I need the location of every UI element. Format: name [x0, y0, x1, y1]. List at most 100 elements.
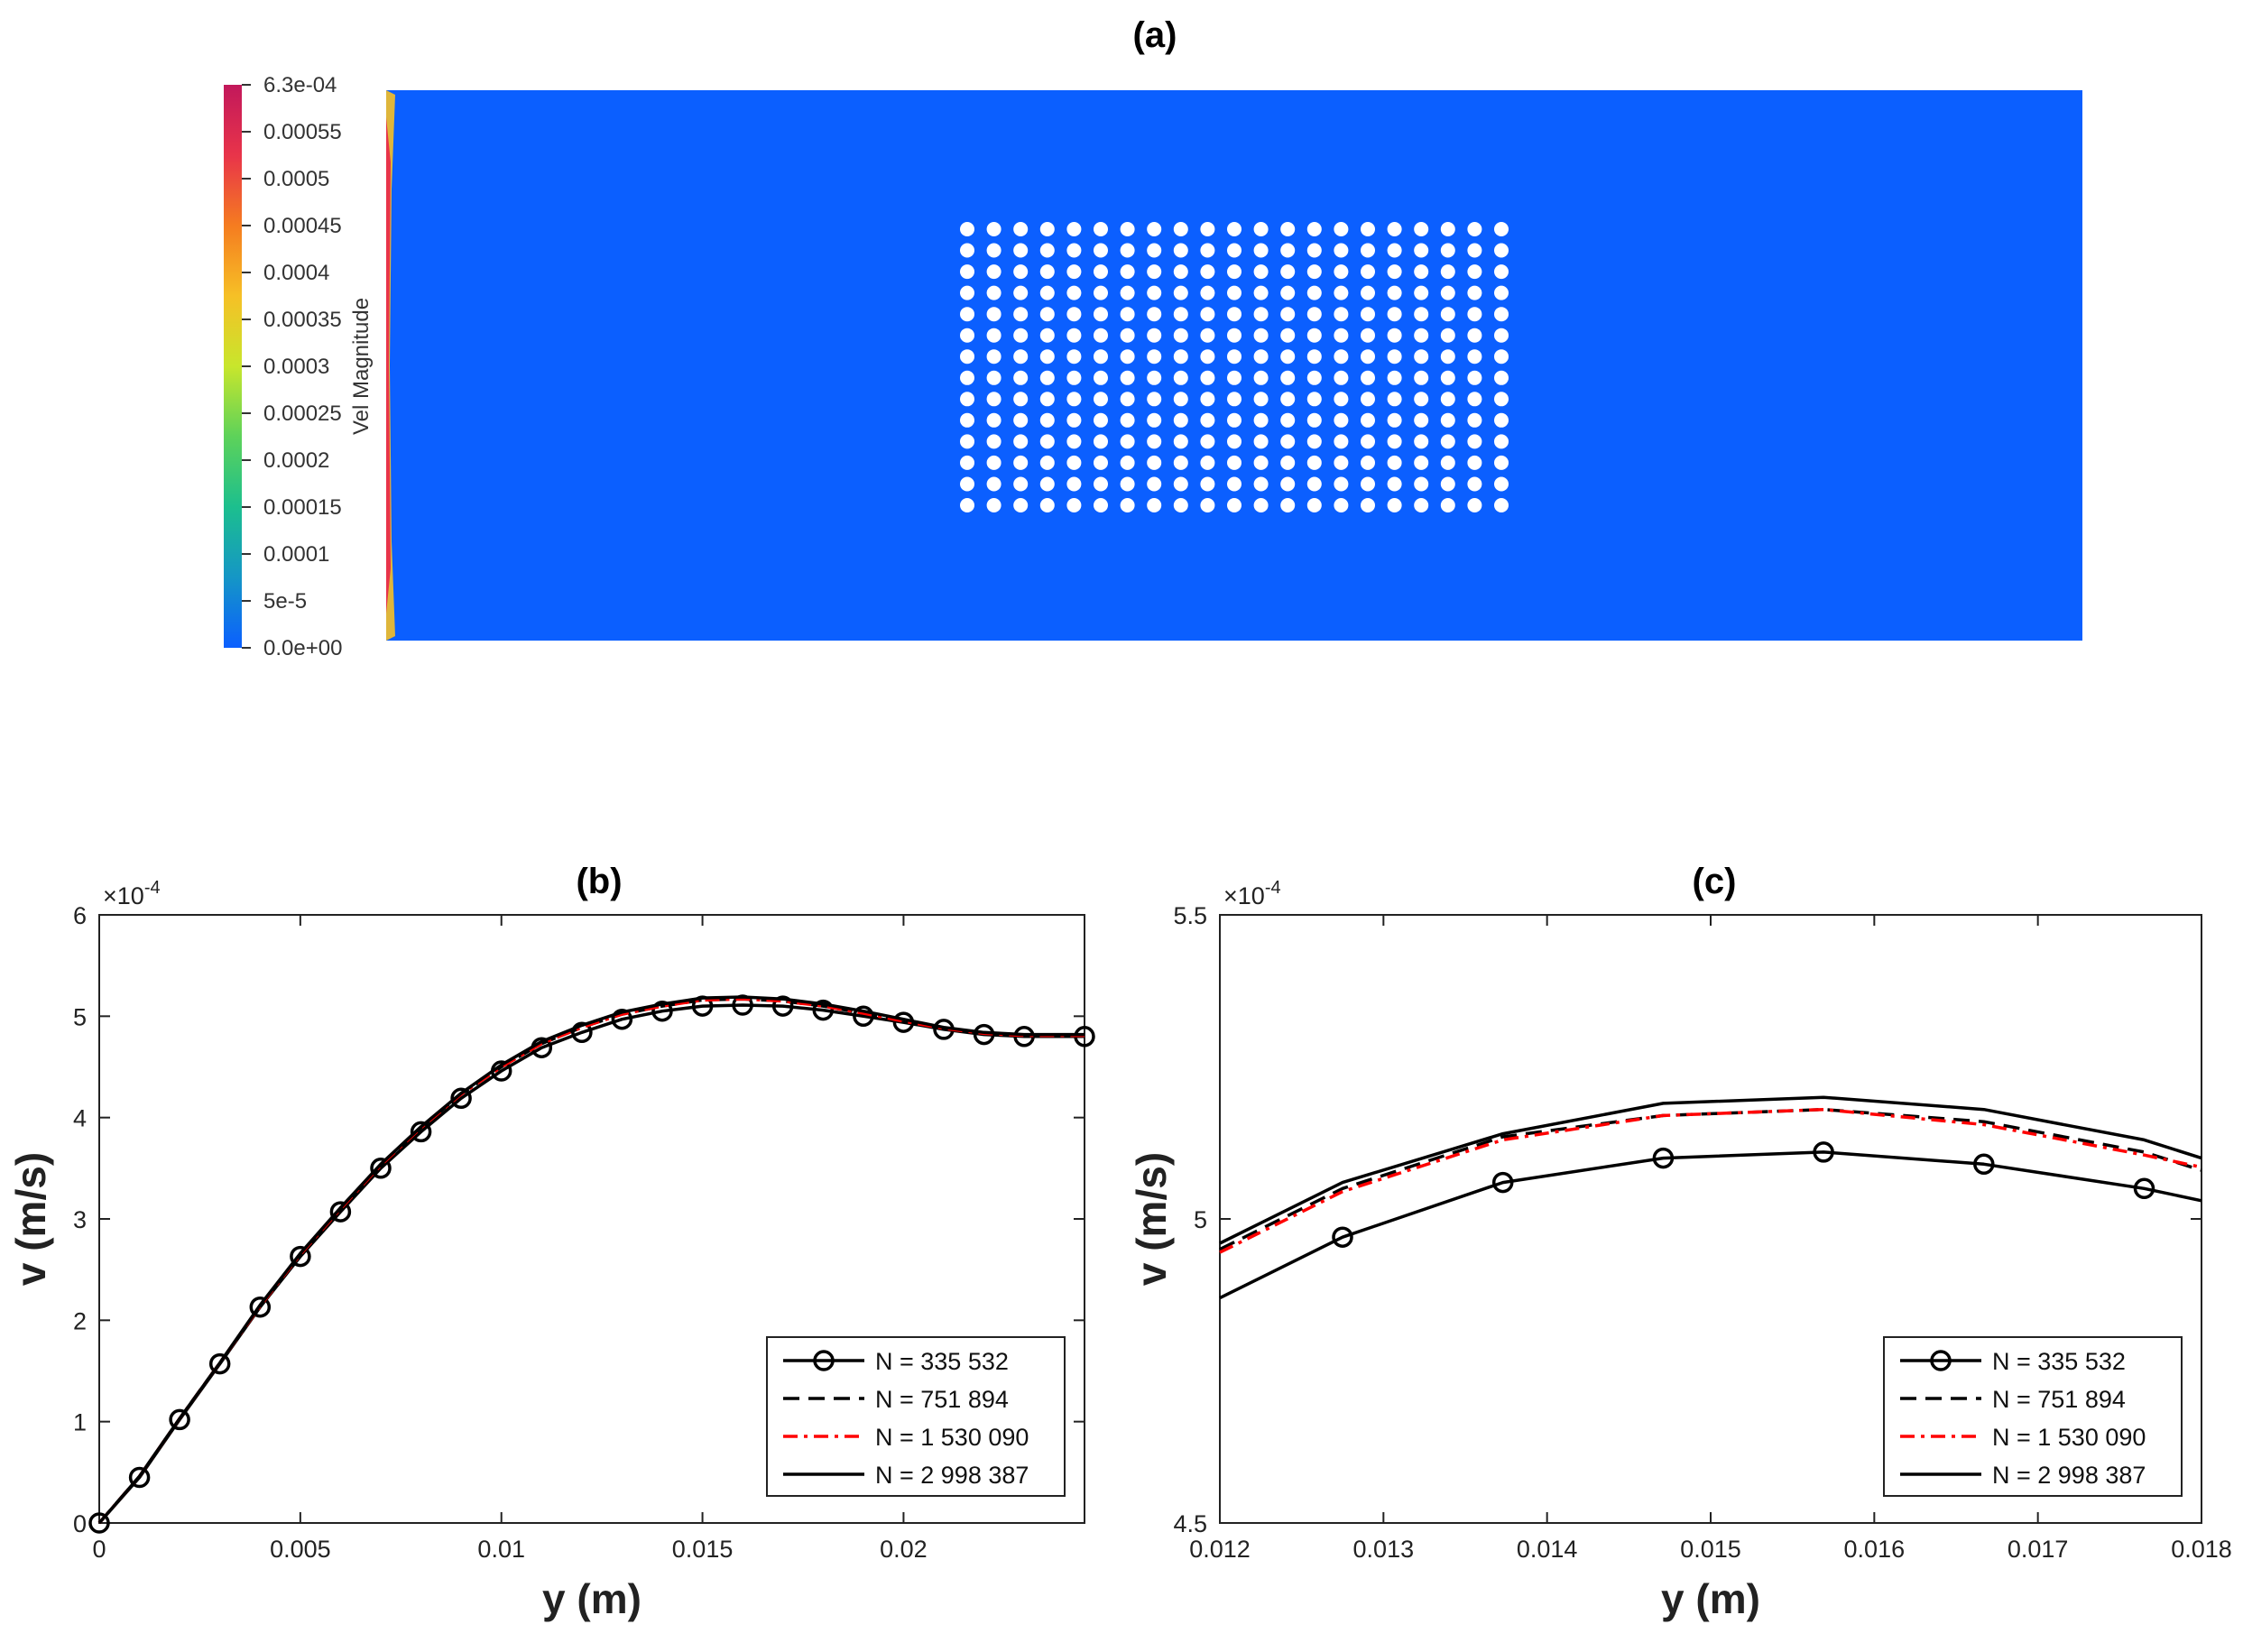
obstacle-circle: [1147, 434, 1162, 449]
y-tick-label: 6: [73, 902, 87, 929]
obstacle-circle: [960, 328, 974, 343]
obstacle-circle: [1253, 285, 1269, 300]
obstacle-circle: [1227, 370, 1241, 385]
obstacle-circle: [1094, 370, 1108, 385]
colorbar-tick-label: 0.0001: [263, 542, 329, 567]
obstacle-circle: [1414, 264, 1429, 280]
obstacle-circle: [1227, 455, 1241, 470]
obstacle-circle: [1227, 264, 1241, 280]
obstacle-circle: [1361, 370, 1375, 385]
obstacle-circle: [1066, 498, 1082, 512]
obstacle-circle: [1467, 498, 1482, 512]
obstacle-circle: [1039, 392, 1055, 407]
obstacle-circle: [1094, 476, 1108, 492]
obstacle-circle: [1467, 370, 1482, 385]
x-tick-label: 0.018: [2171, 1536, 2232, 1563]
obstacle-circle: [1200, 328, 1215, 343]
obstacle-circle: [1414, 412, 1429, 428]
obstacle-circle: [1147, 285, 1162, 300]
obstacle-circle: [1120, 455, 1135, 470]
obstacle-circle: [1467, 392, 1482, 407]
legend-entry: N = 1 530 090: [1992, 1424, 2146, 1451]
obstacle-circle: [1467, 328, 1482, 343]
obstacle-circle: [1387, 285, 1402, 300]
obstacle-circle: [1200, 285, 1215, 300]
obstacle-circle: [986, 392, 1002, 407]
obstacle-circle: [1280, 370, 1296, 385]
obstacle-circle: [1066, 392, 1082, 407]
obstacle-circle: [1361, 222, 1375, 236]
obstacle-circle: [1494, 307, 1509, 322]
obstacle-circle: [1361, 476, 1375, 492]
obstacle-circle: [1173, 243, 1188, 258]
obstacle-circle: [1334, 370, 1349, 385]
obstacle-circle: [986, 476, 1002, 492]
obstacle-circle: [986, 222, 1002, 236]
obstacle-circle: [1334, 476, 1349, 492]
obstacle-circle: [1094, 264, 1108, 280]
obstacle-circle: [1039, 434, 1055, 449]
panel-a-title: (a): [1133, 15, 1177, 55]
obstacle-circle: [1334, 349, 1349, 365]
obstacle-circle: [1280, 476, 1296, 492]
obstacle-circle: [1414, 392, 1429, 407]
obstacle-circle: [1200, 434, 1215, 449]
obstacle-circle: [1039, 370, 1055, 385]
obstacle-circle: [1227, 222, 1241, 236]
obstacle-circle: [1253, 498, 1269, 512]
obstacle-circle: [1013, 498, 1029, 512]
obstacle-circle: [1039, 243, 1055, 258]
obstacle-circle: [1334, 307, 1349, 322]
obstacle-circle: [1494, 222, 1509, 236]
obstacle-circle: [1013, 434, 1029, 449]
x-tick-label: 0: [92, 1536, 106, 1563]
obstacle-circle: [1173, 222, 1188, 236]
obstacle-circle: [1013, 222, 1029, 236]
contour-domain: [386, 90, 2082, 641]
series-marker: [169, 1408, 190, 1431]
obstacle-circle: [1094, 307, 1108, 322]
obstacle-circle: [1094, 328, 1108, 343]
obstacle-circle: [1280, 392, 1296, 407]
obstacle-circle: [1120, 392, 1135, 407]
obstacle-circle: [1147, 243, 1162, 258]
obstacle-circle: [1414, 476, 1429, 492]
obstacle-circle: [1440, 285, 1455, 300]
obstacle-circle: [1306, 307, 1322, 322]
obstacle-circle: [1387, 222, 1402, 236]
obstacle-circle: [1414, 243, 1429, 258]
colorbar-tick-label: 5e-5: [263, 589, 307, 614]
y-tick-label: 5: [73, 1003, 87, 1030]
obstacle-circle: [1013, 243, 1029, 258]
obstacle-circle: [1306, 455, 1322, 470]
obstacle-circle: [1253, 412, 1269, 428]
obstacle-circle: [986, 307, 1002, 322]
obstacle-circle: [1361, 243, 1375, 258]
series-line-1: [1219, 1150, 2202, 1300]
obstacle-circle: [1440, 349, 1455, 365]
series-marker: [88, 1512, 110, 1534]
x-tick-label: 0.015: [672, 1536, 734, 1563]
series-marker: [1973, 1153, 1995, 1176]
obstacle-circle: [1253, 434, 1269, 449]
obstacle-circle: [1094, 412, 1108, 428]
obstacle-circle: [1147, 328, 1162, 343]
obstacle-circle: [1334, 392, 1349, 407]
obstacle-circle: [1200, 392, 1215, 407]
obstacle-circle: [1494, 434, 1509, 449]
colorbar: 6.3e-040.000550.00050.000450.00040.00035…: [224, 73, 374, 660]
obstacle-circle: [1467, 349, 1482, 365]
obstacle-circle: [1094, 349, 1108, 365]
obstacle-circle: [1200, 307, 1215, 322]
obstacle-circle: [960, 498, 974, 512]
obstacle-circle: [1013, 370, 1029, 385]
obstacle-circle: [1440, 370, 1455, 385]
obstacle-circle: [1306, 434, 1322, 449]
x-tick-label: 0.014: [1517, 1536, 1578, 1563]
obstacle-circle: [1306, 349, 1322, 365]
obstacle-circle: [1334, 243, 1349, 258]
obstacle-circle: [1440, 328, 1455, 343]
obstacle-circle: [1280, 307, 1296, 322]
obstacle-circle: [1066, 328, 1082, 343]
